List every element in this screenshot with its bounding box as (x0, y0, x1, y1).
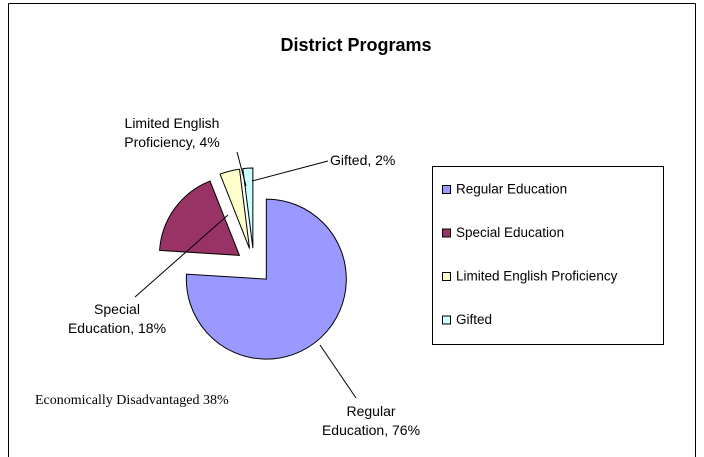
data-label: Special Education, 18% (67, 301, 167, 336)
legend-label: Gifted (456, 312, 492, 327)
data-label-box: Gifted, 2% (330, 152, 396, 168)
legend-swatch (442, 315, 451, 325)
legend-label: Limited English Proficiency (456, 269, 618, 284)
annotation: Economically Disadvantaged 38% (35, 393, 229, 408)
legend-swatch (442, 185, 451, 194)
data-label: Limited English Proficiency, 4% (124, 115, 220, 150)
pie-slice (159, 180, 241, 256)
legend-swatch (442, 228, 451, 238)
data-label: Gifted, 2% (330, 152, 396, 168)
data-label-box: Regular Education, 76% (321, 403, 421, 438)
pie (159, 167, 347, 360)
pie-slice (185, 198, 347, 360)
chart-title: District Programs (280, 35, 431, 55)
data-label: Regular Education, 76% (321, 403, 421, 438)
legend-swatch (442, 272, 451, 281)
leader-line (134, 214, 229, 298)
data-label-box: Special Education, 18% (67, 301, 167, 336)
pie-slice (242, 167, 254, 249)
legend-label: Special Education (456, 225, 564, 240)
leader-line (236, 151, 247, 187)
pie-slice (219, 168, 251, 249)
legend-box (432, 166, 664, 345)
leader-line (319, 344, 357, 399)
legend-label: Regular Education (456, 182, 567, 197)
data-label-box: Limited English Proficiency, 4% (124, 115, 220, 150)
leader-line (251, 160, 329, 182)
